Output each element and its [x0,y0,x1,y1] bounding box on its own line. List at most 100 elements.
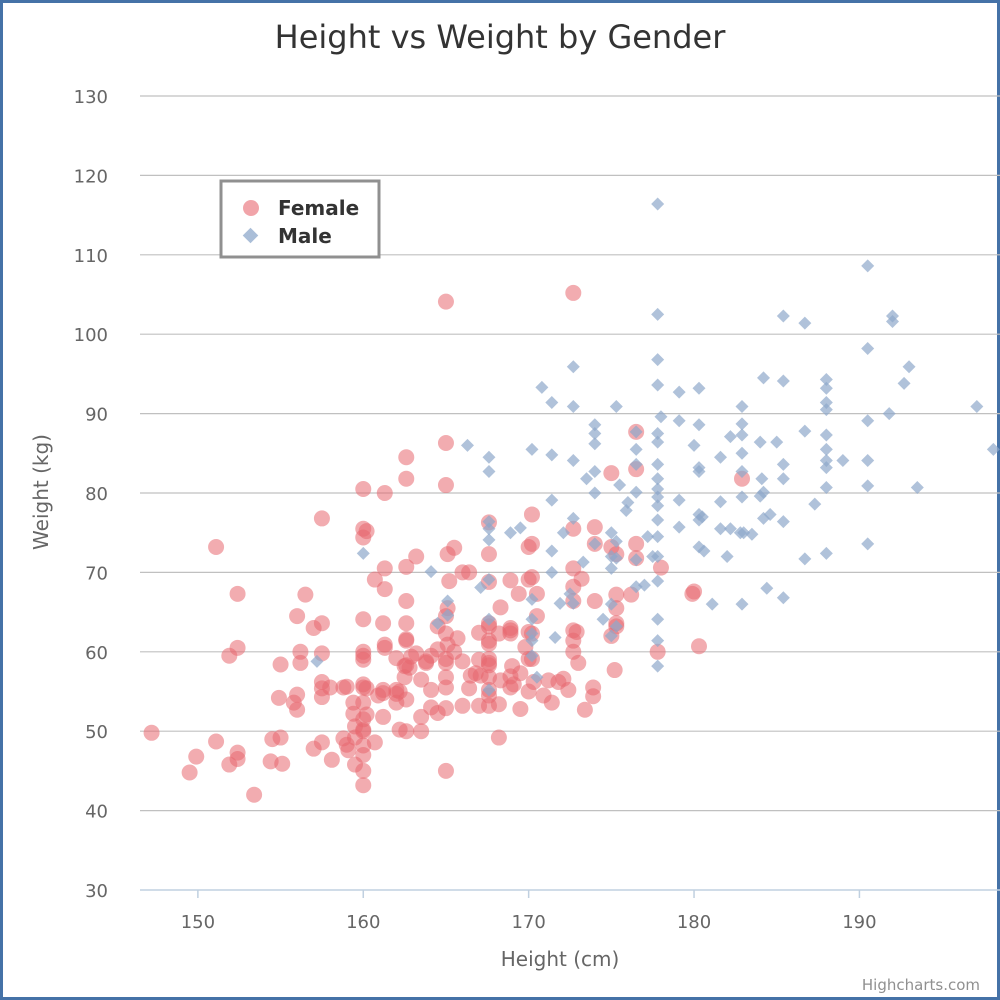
female-point[interactable] [246,786,263,803]
male-point[interactable] [819,403,833,417]
female-point[interactable] [355,762,372,779]
female-point[interactable] [398,631,415,648]
male-point[interactable] [545,544,559,558]
female-point[interactable] [270,689,287,706]
female-point[interactable] [512,665,529,682]
series-male[interactable] [310,197,1000,697]
male-point[interactable] [760,581,774,595]
female-point[interactable] [355,723,372,740]
male-point[interactable] [651,612,665,626]
male-point[interactable] [672,414,686,428]
male-point[interactable] [770,435,784,449]
male-point[interactable] [735,399,749,413]
male-point[interactable] [672,520,686,534]
male-point[interactable] [651,197,665,211]
male-point[interactable] [714,495,727,509]
male-point[interactable] [745,527,759,541]
female-point[interactable] [502,625,519,642]
male-point[interactable] [525,634,539,648]
male-point[interactable] [566,596,580,610]
male-point[interactable] [566,399,580,413]
female-point[interactable] [375,685,392,702]
male-point[interactable] [637,578,651,592]
female-point[interactable] [313,734,330,751]
female-point[interactable] [461,680,478,697]
male-point[interactable] [798,552,812,566]
male-point[interactable] [482,683,496,697]
female-point[interactable] [358,706,375,723]
male-point[interactable] [566,453,580,467]
male-point[interactable] [651,550,665,564]
female-point[interactable] [734,470,750,487]
male-point[interactable] [692,461,706,475]
male-point[interactable] [545,395,559,409]
female-point[interactable] [398,558,415,575]
female-point[interactable] [208,538,225,555]
female-point[interactable] [523,506,540,523]
legend-item-female[interactable]: Female [243,196,359,220]
female-point[interactable] [441,573,458,590]
female-point[interactable] [358,523,375,540]
female-point[interactable] [437,762,454,779]
male-point[interactable] [482,533,496,547]
female-point[interactable] [355,647,372,664]
male-point[interactable] [819,546,833,560]
male-point[interactable] [604,561,618,575]
male-point[interactable] [861,453,875,467]
female-point[interactable] [423,681,440,698]
male-point[interactable] [566,511,580,525]
female-point[interactable] [691,638,707,655]
male-point[interactable] [819,453,833,467]
male-point[interactable] [819,395,833,409]
female-point[interactable] [398,449,415,466]
male-point[interactable] [460,438,474,452]
male-point[interactable] [763,507,777,521]
female-point[interactable] [586,592,603,609]
male-point[interactable] [548,631,562,645]
female-point[interactable] [208,733,225,750]
female-point[interactable] [437,669,454,686]
male-point[interactable] [836,453,850,467]
male-point[interactable] [651,499,665,513]
female-point[interactable] [461,564,478,581]
female-point[interactable] [272,656,289,673]
female-point[interactable] [366,734,383,751]
female-point[interactable] [490,696,507,713]
male-point[interactable] [482,573,496,587]
female-point[interactable] [523,535,540,552]
female-point[interactable] [446,539,463,556]
female-point[interactable] [297,586,314,603]
male-point[interactable] [735,428,749,442]
male-point[interactable] [545,493,559,507]
female-point[interactable] [375,708,392,725]
male-point[interactable] [613,478,627,492]
male-point[interactable] [886,309,899,323]
male-point[interactable] [819,372,833,386]
male-point[interactable] [482,522,496,536]
female-point[interactable] [289,608,306,625]
female-point[interactable] [510,585,527,602]
female-point[interactable] [229,744,246,761]
male-point[interactable] [735,490,749,504]
male-point[interactable] [431,616,445,630]
male-point[interactable] [902,360,916,374]
female-point[interactable] [398,691,415,708]
female-point[interactable] [229,639,246,656]
female-point[interactable] [628,535,645,552]
male-point[interactable] [629,553,643,567]
female-point[interactable] [289,701,306,718]
female-point[interactable] [586,519,603,536]
male-point[interactable] [882,407,896,421]
male-point[interactable] [714,450,727,464]
male-point[interactable] [609,399,623,413]
female-point[interactable] [376,560,393,577]
male-point[interactable] [735,465,749,479]
female-point[interactable] [480,654,497,671]
male-point[interactable] [819,461,833,475]
female-point[interactable] [686,583,703,600]
male-point[interactable] [482,515,496,529]
male-point[interactable] [757,371,770,385]
male-point[interactable] [697,544,711,558]
female-point[interactable] [649,643,666,660]
female-point[interactable] [340,742,357,759]
